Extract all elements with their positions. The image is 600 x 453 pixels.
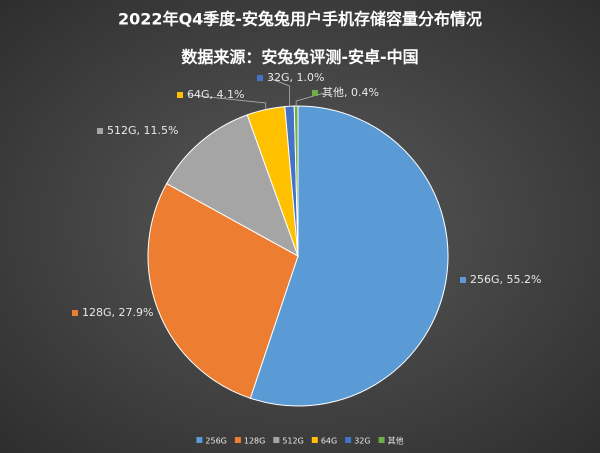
pie-slice bbox=[147, 182, 299, 399]
data-label: 256G, 55.2% bbox=[470, 273, 541, 286]
legend-label: 256G bbox=[205, 437, 226, 446]
label-swatch bbox=[460, 277, 466, 283]
legend-swatch bbox=[345, 437, 352, 443]
legend-swatch bbox=[273, 437, 280, 443]
data-label: 其他, 0.4% bbox=[322, 86, 379, 99]
data-label: 32G, 1.0% bbox=[267, 71, 324, 84]
pie-slice bbox=[249, 105, 449, 407]
label-swatch bbox=[177, 92, 183, 98]
data-label: 64G, 4.1% bbox=[187, 88, 244, 101]
chart-title: 2022年Q4季度-安兔兔用户手机存储容量分布情况 bbox=[118, 10, 482, 29]
leader-line bbox=[268, 77, 290, 107]
data-label: 512G, 11.5% bbox=[107, 124, 178, 137]
chart-subtitle: 数据来源：安兔兔评测-安卓-中国 bbox=[181, 48, 418, 67]
leader-line bbox=[188, 94, 267, 110]
legend-label: 32G bbox=[354, 437, 370, 446]
data-label: 128G, 27.9% bbox=[82, 306, 153, 319]
legend-label: 128G bbox=[244, 437, 265, 446]
legend-label: 64G bbox=[321, 437, 337, 446]
legend-swatch bbox=[311, 437, 318, 443]
label-swatch bbox=[257, 75, 263, 81]
legend-label: 其他 bbox=[388, 436, 404, 446]
label-swatch bbox=[312, 90, 318, 96]
label-swatch bbox=[97, 128, 103, 134]
label-swatch bbox=[72, 310, 78, 316]
legend-label: 512G bbox=[282, 437, 303, 446]
legend-swatch bbox=[234, 437, 241, 443]
pie-slice bbox=[165, 114, 299, 258]
legend-swatch bbox=[378, 437, 385, 443]
legend-swatch bbox=[196, 437, 203, 443]
